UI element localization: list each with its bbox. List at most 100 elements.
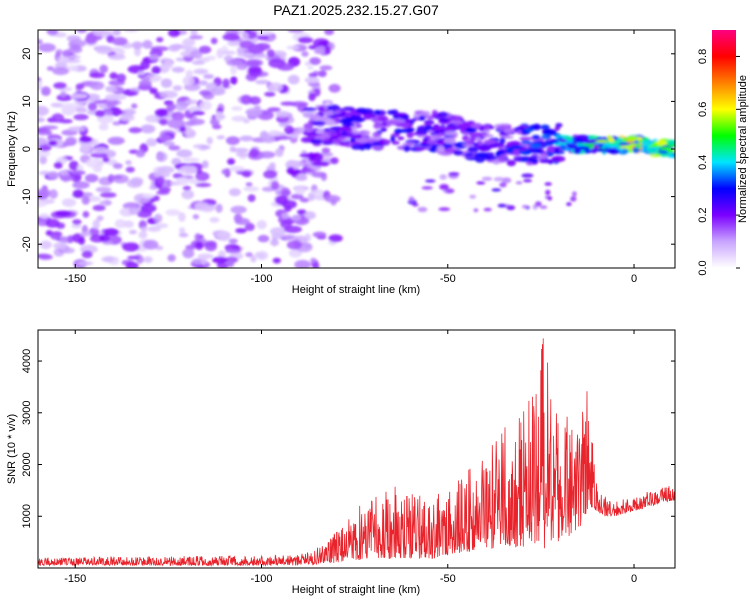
spectrogram-cell [286,240,303,250]
spectrogram-cell [304,61,311,66]
spectrogram-cell [453,150,464,156]
spectrogram-cell [125,160,132,166]
spectrogram-cell [281,212,290,219]
spectrogram-cell [547,196,553,201]
spectrogram-cell [516,129,522,135]
spectrogram-cell [85,34,98,45]
spectrogram-cell [544,182,552,186]
spectrogram-cell [473,208,479,213]
spectrogram-cell [102,157,110,163]
spectrogram-cell [68,45,83,54]
spectrogram-cell [96,215,104,222]
spectrogram-cell [171,111,185,121]
spectrogram-cell [92,219,101,230]
spectrogram-cell [422,140,429,145]
spectrogram-cell [234,217,250,226]
spectrogram-cell [201,204,217,211]
spectrogram-cell [143,256,153,263]
spectrogram-cell [71,223,82,229]
spectrogram-cell [80,143,91,153]
spectrogram-cell [312,262,320,268]
spectrogram-cell [249,96,261,105]
spectrogram-cell [439,184,449,190]
spectrogram-cell [140,60,151,70]
spectrogram-cell [151,66,162,75]
spectrogram-cell [125,166,135,173]
spectrogram-cell [554,126,560,131]
spectrogram-cell [156,151,168,162]
spectrogram-cell [38,188,51,198]
spectrogram-cell [523,179,532,183]
spectrogram-cell [621,138,628,142]
spectrogram-cell [437,140,446,147]
spectrogram-cell [147,226,161,232]
spectrogram-cell [190,49,203,59]
spectrogram-cell [458,123,472,130]
spectrogram-cell [231,106,243,111]
spectrogram-cell [38,137,48,146]
spectrogram-cell [127,255,140,260]
chart-title: PAZ1.2025.232.15.27.G07 [273,2,439,18]
spectrogram-cell [79,136,93,143]
spectrogram-cell [163,59,174,70]
spectrogram-cell [506,147,514,154]
spectrogram-cell [330,157,339,165]
colorbar: 0.0 0.2 0.4 0.6 0.8 Normalized spectral ampl… [697,30,749,276]
spectrogram-cell [52,67,70,76]
spectrogram-cell [76,30,87,34]
spectrogram-cell [154,108,169,118]
spectrogram-cell [315,129,325,134]
spectrogram-cell [198,45,212,54]
spectrogram-y-tick-label: -10 [21,189,33,205]
spectrogram-cell [203,74,215,79]
spectrogram-cell [68,160,79,171]
spectrogram-cell [67,54,81,60]
spectrogram-cell [328,83,341,93]
spectrogram-cell [247,44,265,54]
spectrogram-cell [125,109,137,115]
spectrogram-cell [542,129,557,136]
spectrogram-cell [248,65,262,74]
spectrogram-cell [245,252,253,258]
spectrogram-cell [72,219,82,225]
spectrogram-cell [373,109,381,115]
spectrogram-cell [53,82,67,89]
spectrogram-cell [371,145,384,150]
spectrogram-cell [99,234,110,242]
spectrogram-cell [541,134,551,140]
spectrogram-cell [544,140,559,144]
spectrogram-cell [269,239,280,246]
spectrogram-cell [193,68,209,75]
spectrogram-cell [439,174,447,180]
spectrogram-cell [270,227,287,236]
spectrogram-cell [235,228,247,234]
spectrogram-y-ticks: -20 -10 0 10 20 [21,48,675,252]
spectrogram-cell [92,147,109,154]
spectrogram-cell [340,117,354,124]
spectrogram-cell [159,90,178,99]
spectrogram-cell [107,136,125,145]
spectrogram-cell [228,238,238,244]
spectrogram-cell [559,144,567,151]
spectrogram-cell [116,73,127,83]
spectrogram-cell [390,135,396,143]
snr-series-line [38,338,675,567]
spectrogram-cell [623,145,633,150]
spectrogram-cell [65,65,79,72]
spectrogram-cell [287,30,304,33]
spectrogram-cell [344,132,355,138]
spectrogram-cell [515,181,523,185]
spectrogram-cell [295,175,308,181]
spectrogram-cell [237,52,254,58]
spectrogram-cell [608,137,615,143]
spectrogram-x-tick-label: -50 [440,273,456,285]
spectrogram-cell [171,66,185,73]
spectrogram-cell [79,231,92,237]
spectrogram-cell [245,182,253,187]
spectrogram-cell [433,124,440,128]
spectrogram-cell [443,137,456,144]
spectrogram-cell [179,165,198,175]
spectrogram-cell [567,136,573,140]
spectrogram-cell [351,130,361,134]
spectrogram-cell [263,170,278,179]
